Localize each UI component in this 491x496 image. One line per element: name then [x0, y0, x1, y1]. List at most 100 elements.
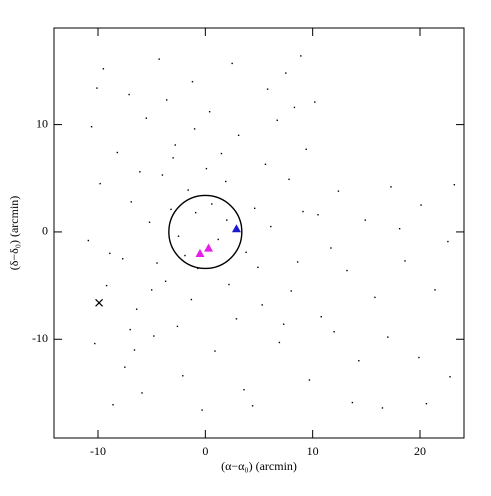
point [330, 247, 332, 249]
point [139, 171, 141, 173]
point [177, 235, 180, 237]
point [314, 101, 316, 103]
point [231, 62, 233, 65]
point [170, 208, 172, 211]
point [261, 304, 263, 306]
point [90, 126, 93, 128]
point [214, 350, 216, 352]
point [161, 174, 164, 176]
point [201, 409, 203, 411]
plot-frame [53, 27, 465, 439]
point [133, 349, 136, 351]
point [453, 184, 456, 186]
region-circle [168, 194, 243, 270]
point [164, 280, 167, 282]
point [184, 254, 186, 257]
point [102, 68, 105, 70]
point [182, 375, 184, 377]
point [145, 117, 148, 119]
point [305, 148, 307, 150]
point [337, 190, 340, 192]
point [150, 289, 153, 291]
point [254, 207, 256, 210]
point [398, 228, 401, 230]
point [418, 356, 420, 359]
point [404, 260, 406, 262]
point [282, 323, 285, 325]
point [116, 151, 119, 154]
x-tick-label: 10 [307, 444, 319, 458]
point [276, 119, 278, 122]
point [99, 182, 101, 185]
point [374, 296, 376, 299]
point [288, 178, 290, 181]
y-axis-title: (δ−δ₀) (arcmin) [7, 196, 21, 271]
point [156, 262, 158, 264]
x-tick-label: -10 [90, 444, 106, 458]
point [105, 284, 108, 287]
point [158, 58, 160, 60]
point [257, 266, 259, 269]
point [285, 72, 287, 74]
x-tick-label: 20 [414, 444, 426, 458]
point [96, 87, 98, 89]
point [420, 204, 422, 206]
point [197, 267, 199, 270]
cross-stroke [95, 298, 104, 307]
point [308, 379, 311, 381]
point [434, 289, 436, 291]
point [191, 80, 194, 83]
point [290, 290, 292, 292]
point [390, 186, 392, 188]
point [346, 269, 348, 272]
point [364, 219, 366, 221]
point [293, 106, 296, 109]
point [112, 404, 114, 406]
point [220, 152, 223, 155]
x-axis-title: (α−α₀) (arcmin) [221, 459, 297, 473]
point [194, 211, 197, 214]
point [264, 163, 267, 166]
point [302, 210, 304, 213]
point [387, 336, 389, 338]
point [225, 180, 227, 183]
point [237, 134, 240, 137]
point [226, 219, 228, 221]
point [165, 99, 168, 101]
point [124, 366, 126, 368]
y-tick-label: 10 [36, 116, 48, 130]
point [109, 252, 111, 255]
point [193, 128, 196, 130]
point [351, 401, 354, 404]
point [278, 341, 281, 344]
cross-marker [95, 298, 104, 307]
point [245, 251, 247, 254]
point [320, 316, 322, 318]
point [129, 328, 131, 331]
point [205, 167, 208, 170]
point [235, 318, 238, 320]
point [228, 283, 230, 286]
x-tick-label: 0 [202, 444, 208, 458]
point [130, 201, 132, 203]
y-tick-label: -10 [32, 331, 48, 345]
point [172, 157, 174, 159]
point [243, 389, 245, 391]
point [176, 325, 179, 328]
point [211, 203, 213, 205]
point [174, 144, 176, 146]
point [317, 214, 319, 216]
point [208, 111, 211, 113]
point [141, 392, 143, 394]
triangle-marker [231, 224, 241, 233]
triangle-marker [204, 243, 214, 252]
triangle-marker [195, 248, 205, 257]
point [121, 258, 124, 260]
point [153, 335, 155, 337]
point [251, 405, 254, 407]
point [381, 407, 384, 409]
point [190, 298, 193, 301]
point [449, 376, 451, 378]
point [87, 239, 90, 242]
